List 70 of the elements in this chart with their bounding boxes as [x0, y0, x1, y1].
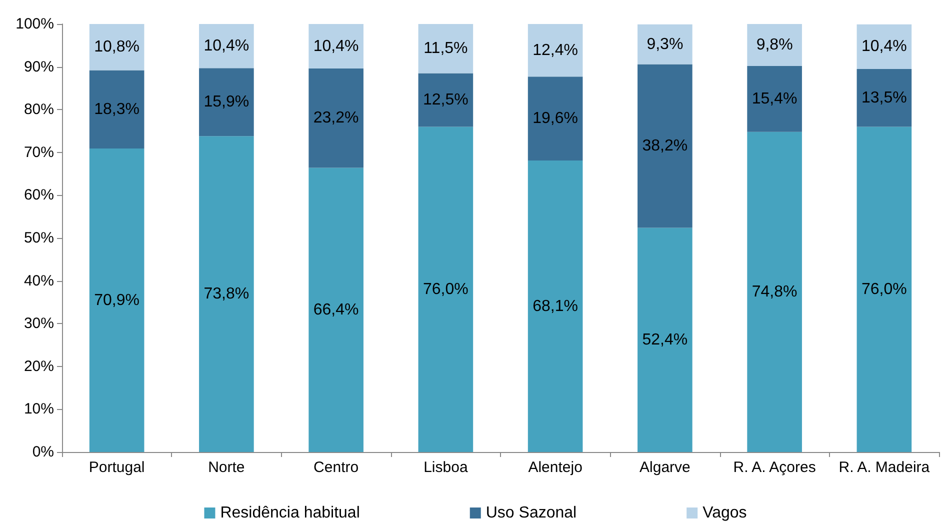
- bar: [747, 66, 802, 132]
- bar: [418, 24, 474, 74]
- bar: [308, 24, 364, 69]
- data-label: 10,4%: [313, 38, 359, 55]
- y-tick-label: 60%: [24, 186, 54, 204]
- data-label: 73,8%: [204, 286, 250, 303]
- data-label: 11,5%: [424, 40, 468, 58]
- bar: [856, 24, 912, 69]
- data-label: 23,2%: [313, 110, 359, 127]
- data-label: 66,4%: [313, 301, 359, 318]
- y-tick-label: 40%: [24, 272, 54, 290]
- y-tick-label: 30%: [24, 315, 54, 332]
- bar: [638, 228, 692, 452]
- data-label: 15,4%: [752, 90, 798, 108]
- data-label: 10,4%: [862, 38, 907, 56]
- x-tick-label: R. A. Madeira: [838, 459, 930, 476]
- y-tick-label: 80%: [24, 101, 54, 118]
- x-tick-label: Norte: [208, 459, 245, 476]
- bar: [89, 70, 144, 149]
- data-label: 10,4%: [204, 38, 250, 55]
- data-label: 10,8%: [94, 38, 140, 56]
- y-tick-label: 100%: [16, 16, 54, 32]
- data-label: 68,1%: [532, 298, 578, 315]
- data-label: 18,3%: [94, 100, 140, 118]
- data-label: 12,5%: [423, 91, 468, 108]
- data-label: 13,5%: [862, 89, 907, 106]
- bar: [638, 24, 692, 64]
- bar: [308, 68, 364, 168]
- legend-label: Vagos: [702, 504, 747, 522]
- data-label: 74,8%: [752, 283, 798, 300]
- data-label: 76,0%: [423, 280, 468, 298]
- x-tick-label: R. A. Açores: [733, 459, 816, 476]
- legend-label: Residência habitual: [220, 504, 360, 522]
- data-label: 38,2%: [642, 137, 688, 154]
- bar: [528, 76, 583, 161]
- data-label: 12,4%: [532, 42, 578, 59]
- data-label: 19,6%: [532, 110, 578, 128]
- bar: [856, 126, 912, 452]
- bar: [89, 24, 144, 70]
- data-label: 9,3%: [646, 36, 684, 53]
- y-tick-label: 0%: [32, 444, 54, 460]
- bar: [199, 136, 254, 452]
- data-label: 9,8%: [756, 36, 793, 54]
- x-tick-label: Lisboa: [424, 459, 468, 476]
- bar: [856, 68, 912, 127]
- x-tick-label: Portugal: [88, 459, 145, 476]
- x-tick-label: Algarve: [640, 459, 690, 476]
- bar: [89, 148, 144, 452]
- bar: [308, 168, 364, 452]
- bar: [747, 24, 802, 66]
- bar: [199, 68, 254, 136]
- bar: [199, 24, 254, 68]
- y-tick-label: 20%: [24, 358, 54, 375]
- legend-label: Uso Sazonal: [486, 504, 577, 522]
- y-tick-label: 50%: [24, 230, 54, 246]
- data-label: 15,9%: [204, 94, 250, 111]
- y-tick-label: 10%: [24, 400, 54, 418]
- bar: [747, 132, 802, 452]
- x-tick-label: Centro: [314, 459, 359, 476]
- data-label: 52,4%: [642, 331, 688, 348]
- x-tick-label: Alentejo: [528, 459, 582, 476]
- data-label: 76,0%: [862, 280, 907, 298]
- bar: [638, 64, 692, 228]
- y-tick-label: 70%: [24, 144, 54, 161]
- bar: [528, 24, 583, 77]
- data-label: 70,9%: [94, 292, 140, 309]
- bar: [528, 160, 583, 452]
- bar: [418, 73, 474, 127]
- bar: [418, 126, 474, 452]
- y-tick-label: 90%: [24, 58, 54, 76]
